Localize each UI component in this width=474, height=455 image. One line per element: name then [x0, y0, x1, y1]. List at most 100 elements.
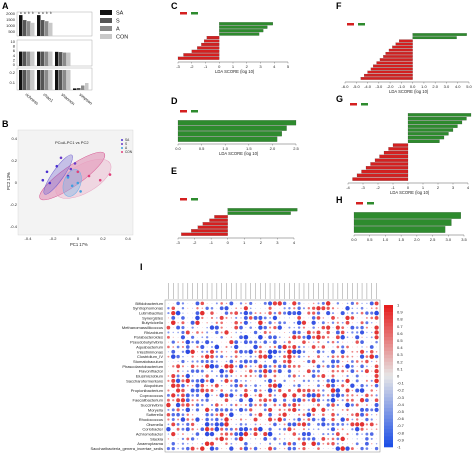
- heatmap-cell: [273, 418, 277, 421]
- heatmap-cell: [201, 394, 203, 396]
- heatmap-cell: [283, 418, 287, 421]
- heatmap-cell: [200, 398, 204, 402]
- heatmap-cell: [306, 412, 312, 417]
- heatmap-cell: [201, 307, 204, 309]
- heatmap-cell: [327, 322, 329, 324]
- heatmap-cell: [250, 336, 252, 338]
- heatmap-cell: [263, 403, 267, 407]
- lda-tick-label: 1.5: [398, 237, 404, 242]
- heatmap-cell: [292, 364, 296, 368]
- heatmap-cell: [211, 375, 213, 377]
- heatmap-cell: [230, 346, 233, 348]
- b-sample-point: [76, 181, 80, 185]
- heatmap-cell: [356, 394, 359, 397]
- heatmap-cell: [219, 368, 224, 374]
- heatmap-cell: [172, 303, 174, 304]
- heatmap-cell: [192, 443, 194, 445]
- heatmap-cell: [197, 443, 198, 445]
- heatmap-cell: [369, 422, 374, 427]
- heatmap-cell: [181, 345, 185, 349]
- heatmap-cell: [187, 336, 189, 338]
- lda-bar: [374, 158, 409, 162]
- heatmap-cell: [181, 383, 185, 388]
- a-sig-letter: b: [46, 11, 48, 15]
- heatmap-cell: [366, 390, 368, 391]
- heatmap-row-label: Intestinimonas: [137, 349, 163, 354]
- heatmap-cell: [230, 351, 232, 353]
- panel-f-lda: -6.0 -5.0 -4.0 -3.0 -2.0 -1.0 0.0 1.0 2.0 3.0 4.0 5…: [342, 23, 473, 94]
- heatmap-cell: [279, 448, 281, 450]
- heatmap-cell: [322, 317, 325, 319]
- heatmap-cell: [201, 442, 204, 445]
- heatmap-cell: [273, 379, 277, 383]
- lda-bar: [367, 70, 413, 74]
- heatmap-cell: [326, 442, 330, 446]
- heatmap-cell: [274, 433, 276, 435]
- heatmap-cell: [293, 370, 295, 372]
- heatmap-cell: [239, 302, 243, 305]
- lda-bar: [356, 173, 409, 177]
- heatmap-cell: [206, 346, 208, 348]
- panel-b-xlabel: PC1 17%: [70, 242, 88, 247]
- heatmap-cell: [259, 409, 261, 411]
- heatmap-cell: [302, 335, 306, 339]
- heatmap-cell: [214, 364, 219, 369]
- heatmap-cell: [287, 446, 292, 451]
- heatmap-cell: [347, 351, 348, 353]
- heatmap-cell: [211, 322, 213, 324]
- heatmap-cell: [268, 331, 272, 334]
- heatmap-cell: [201, 438, 203, 440]
- heatmap-cell: [172, 336, 174, 338]
- heatmap-cell: [307, 307, 311, 310]
- heatmap-cell: [308, 303, 310, 304]
- heatmap-cell: [366, 331, 368, 334]
- lda-bar: [376, 61, 413, 65]
- heatmap-cell: [374, 383, 379, 388]
- heatmap-cell: [342, 375, 344, 377]
- heatmap-cell: [356, 350, 359, 353]
- heatmap-cell: [336, 422, 340, 426]
- heatmap-cell: [229, 301, 234, 306]
- heatmap-cell: [177, 447, 179, 450]
- lda-tick-label: 3.5: [461, 237, 467, 242]
- heatmap-cell: [311, 437, 316, 441]
- heatmap-cell: [346, 302, 349, 305]
- heatmap-cell: [340, 349, 345, 354]
- heatmap-cell: [225, 437, 228, 441]
- heatmap-cell: [195, 301, 200, 306]
- heatmap-cell: [297, 398, 302, 403]
- colorbar-segment: [384, 418, 393, 423]
- heatmap-cell: [239, 398, 243, 403]
- heatmap-cell: [220, 389, 224, 392]
- heatmap-cell: [191, 360, 194, 363]
- heatmap-cell: [365, 326, 368, 329]
- a-bar-low: [19, 70, 23, 90]
- heatmap-cell: [342, 443, 344, 445]
- heatmap-cell: [279, 423, 281, 426]
- heatmap-cell: [234, 403, 238, 407]
- heatmap-cell: [167, 418, 170, 421]
- heatmap-cell: [253, 315, 258, 320]
- heatmap-cell: [259, 384, 262, 387]
- heatmap-cell: [321, 437, 326, 441]
- heatmap-cell: [253, 427, 258, 432]
- heatmap-cell: [311, 374, 316, 378]
- heatmap-cell: [273, 422, 277, 427]
- lda-tick-label: 2.0: [432, 84, 438, 89]
- heatmap-cell: [244, 388, 248, 393]
- heatmap-cell: [263, 325, 267, 330]
- heatmap-cell: [303, 365, 305, 367]
- heatmap-cell: [282, 412, 287, 417]
- heatmap-cell: [206, 303, 208, 304]
- heatmap-cell: [254, 403, 257, 407]
- heatmap-cell: [235, 394, 237, 397]
- heatmap-cell: [340, 335, 345, 340]
- heatmap-cell: [172, 428, 174, 430]
- heatmap-cell: [181, 379, 185, 383]
- a-ytick-low: 0.2: [9, 70, 15, 75]
- heatmap-cell: [307, 311, 311, 315]
- colorbar-segment: [384, 386, 393, 391]
- heatmap-cell: [330, 359, 336, 364]
- lda-tick-label: -5.0: [353, 84, 361, 89]
